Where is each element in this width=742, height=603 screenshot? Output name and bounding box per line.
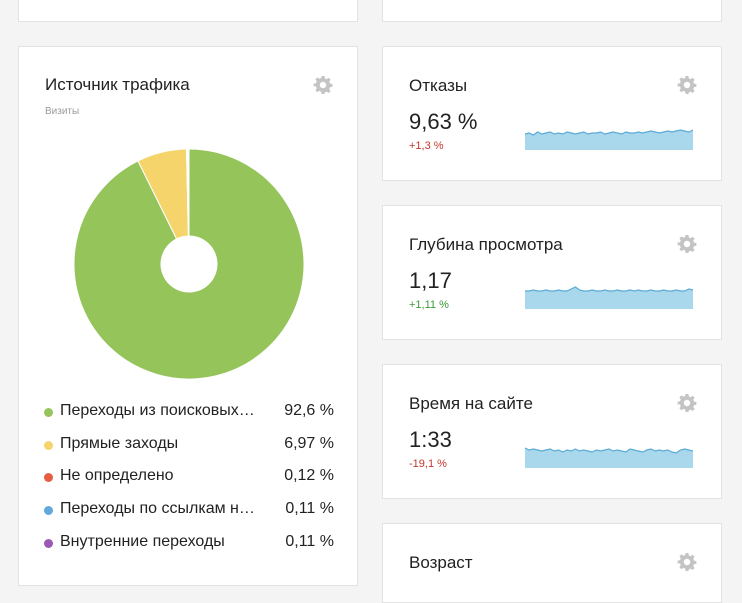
time-on-site-card: Время на сайте 1:33 -19,1 % (382, 364, 722, 499)
legend-label: Прямые заходы (60, 435, 179, 452)
sparkline-line (525, 447, 693, 454)
page-depth-delta: +1,11 % (409, 299, 449, 311)
legend-row-search[interactable]: Переходы из поисковых систем 92,6 % (44, 402, 334, 424)
sparkline-area (525, 287, 693, 309)
gear-icon[interactable] (677, 552, 697, 572)
bounce-rate-sparkline (525, 129, 693, 150)
gear-icon[interactable] (677, 75, 697, 95)
legend-percent: 0,11 % (285, 500, 334, 517)
top-right-card (382, 0, 722, 22)
gear-icon[interactable] (677, 393, 697, 413)
legend-row-internal[interactable]: Внутренние переходы 0,11 % (44, 533, 334, 555)
gear-icon[interactable] (677, 234, 697, 254)
sparkline-line (525, 129, 693, 136)
traffic-source-title: Источник трафика (45, 75, 190, 94)
page-depth-value: 1,17 (409, 268, 452, 293)
legend-percent: 92,6 % (284, 402, 334, 419)
time-on-site-title: Время на сайте (409, 394, 533, 413)
bounce-rate-card: Отказы 9,63 % +1,3 % (382, 46, 722, 181)
bounce-rate-value: 9,63 % (409, 109, 478, 134)
legend-percent: 0,11 % (285, 533, 334, 550)
age-card: Возраст (382, 523, 722, 603)
bounce-rate-title: Отказы (409, 76, 468, 95)
traffic-donut-chart (73, 148, 305, 380)
legend-label: Переходы по ссылкам на сайтах (60, 500, 255, 517)
legend-percent: 6,97 % (284, 435, 334, 452)
bounce-rate-delta: +1,3 % (409, 140, 444, 152)
time-on-site-sparkline (525, 447, 693, 468)
page-depth-sparkline (525, 286, 693, 309)
legend-row-undefined[interactable]: Не определено 0,12 % (44, 467, 334, 489)
donut-slice-4[interactable] (187, 148, 190, 237)
time-on-site-delta: -19,1 % (409, 458, 447, 470)
traffic-source-subtitle: Визиты (45, 106, 80, 117)
sparkline-line (525, 286, 693, 292)
legend-dot-links (44, 506, 53, 515)
page-depth-card: Глубина просмотра 1,17 +1,11 % (382, 205, 722, 340)
age-title: Возраст (409, 553, 473, 572)
legend-row-links[interactable]: Переходы по ссылкам на сайтах 0,11 % (44, 500, 334, 522)
sparkline-area (525, 448, 693, 468)
legend-dot-undefined (44, 473, 53, 482)
legend-dot-internal (44, 539, 53, 548)
legend-label: Внутренние переходы (60, 533, 225, 550)
sparkline-area (525, 130, 693, 150)
legend-dot-direct (44, 441, 53, 450)
legend-label: Переходы из поисковых систем (60, 402, 255, 419)
top-left-card (18, 0, 358, 22)
legend-label: Не определено (60, 467, 174, 484)
legend-percent: 0,12 % (284, 467, 334, 484)
time-on-site-value: 1:33 (409, 427, 452, 452)
legend-row-direct[interactable]: Прямые заходы 6,97 % (44, 435, 334, 457)
page-depth-title: Глубина просмотра (409, 235, 563, 254)
legend-dot-search (44, 408, 53, 417)
gear-icon[interactable] (313, 75, 333, 95)
donut-slice-0[interactable] (73, 148, 305, 380)
